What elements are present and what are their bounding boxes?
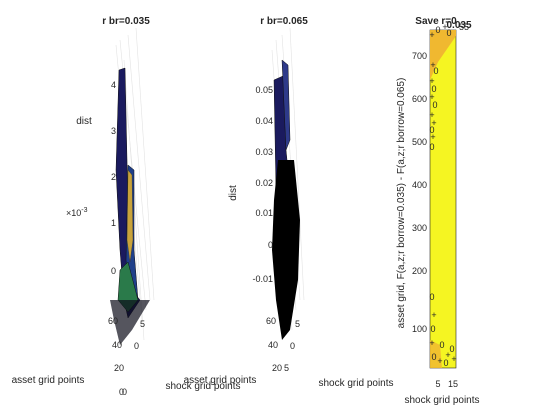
page-number: 55 — [459, 22, 469, 32]
panel-3-ylabel: asset grid, F(a,z;r borrow=0.035) - F(a,… — [396, 78, 407, 329]
panel-3-x-ticks: 5 15 — [435, 379, 458, 389]
p3-marker-zero: 0 — [433, 66, 438, 76]
panel-3-title-overlap: 0.035 — [446, 20, 471, 31]
p1-ztick-2: 2 — [111, 172, 116, 182]
p1-stick-0: 0 — [134, 341, 139, 351]
p2-stick-5: 5 — [295, 319, 300, 329]
p2-surface-blue2 — [281, 59, 291, 151]
p3-marker-plus: + — [445, 350, 450, 360]
p3-ytick-300: 300 — [412, 223, 427, 233]
p2-atick-40: 40 — [268, 340, 278, 350]
panel-1-title: r br=0.035 — [102, 16, 150, 27]
p2-ztick-neg0.01: -0.01 — [252, 274, 273, 284]
p2-surface-black — [272, 160, 300, 340]
p1-surface-base — [110, 300, 150, 345]
panel-2-shock-ticks: 5 0 5 — [284, 319, 300, 373]
panel-1-z-ticks: 4 3 2 1 0 — [111, 80, 116, 276]
panel-1-zlabel: dist — [76, 116, 92, 127]
panel-1-xlabel: asset grid points — [12, 375, 85, 386]
panel-2-asset-ticks: 60 40 20 — [266, 316, 282, 373]
p2-stick-0: 0 — [290, 341, 295, 351]
p3-marker-zero: 0 — [443, 358, 448, 368]
panel-1-z-exponent: ×10-3 — [66, 207, 88, 218]
p3-marker-plus: + — [431, 310, 436, 320]
p3-marker-zero: 0 — [435, 25, 440, 35]
panel-2-z-ticks: 0.05 0.04 0.03 0.02 0.01 0 -0.01 — [252, 85, 273, 284]
panel-2-zlabel: dist — [228, 185, 239, 201]
p3-marker-plus: + — [437, 356, 442, 366]
p1-surface-gold — [126, 169, 134, 263]
p3-marker-plus: + — [429, 110, 434, 120]
p3-marker-plus: + — [430, 60, 435, 70]
p3-marker-plus: + — [431, 118, 436, 128]
p3-marker-zero: 0 — [439, 340, 444, 350]
panel-1-asset-ticks: 60 40 20 0 — [108, 316, 124, 397]
p2-stick-5b: 5 — [284, 363, 289, 373]
p3-marker-zero: 0 — [431, 352, 436, 362]
panel-1-shock-ticks: 5 0 0 — [122, 319, 145, 397]
p2-atick-20: 20 — [272, 363, 282, 373]
p3-ytick-600: 600 — [412, 94, 427, 104]
p3-marker-zero: 0 — [449, 344, 454, 354]
p1-atick-60: 60 — [108, 316, 118, 326]
panel-2-ylabel: shock grid points — [318, 378, 393, 389]
p3-marker-plus: + — [429, 338, 434, 348]
panel-1: r br=0.035 dist ×10-3 4 3 2 1 0 60 40 20… — [12, 16, 241, 397]
p3-marker-zero: 0 — [431, 84, 436, 94]
p3-marker-plus: + — [429, 76, 434, 86]
panel-3-markers: +0 +0+0+0+0++0+00+0+ 0 0+0 +0 + — [429, 22, 456, 368]
panel-2-xlabel: asset grid points — [184, 375, 257, 386]
p3-marker-zero: 0 — [432, 100, 437, 110]
panel-2-title: r br=0.065 — [260, 16, 308, 27]
panel-3-title: Save r=0 — [415, 16, 457, 27]
p3-ytick-100: 100 — [412, 324, 427, 334]
p3-marker-zero: 0 — [429, 292, 434, 302]
p3-marker-plus: + — [442, 22, 447, 32]
p1-ztick-3: 3 — [111, 126, 116, 136]
panel-3-y-ticks: 700 600 500 400 300 200 100 — [412, 51, 427, 334]
p2-ztick-0.04: 0.04 — [255, 116, 273, 126]
panel-3-xlabel: shock grid points — [404, 395, 479, 406]
p3-marker-zero: 0 — [429, 142, 434, 152]
p2-ztick-0: 0 — [268, 240, 273, 250]
p3-xtick-5: 5 — [435, 379, 440, 389]
p1-ztick-0: 0 — [111, 266, 116, 276]
panel-3-heat-hot — [430, 30, 456, 80]
p2-atick-60: 60 — [266, 316, 276, 326]
p3-ytick-400: 400 — [412, 180, 427, 190]
p2-ztick-0.05: 0.05 — [255, 85, 273, 95]
panel-3-heat-base — [429, 29, 457, 369]
p3-marker-plus: + — [430, 132, 435, 142]
p3-ytick-500: 500 — [412, 137, 427, 147]
p3-xtick-15: 15 — [448, 379, 458, 389]
panel-2: r br=0.065 dist 0.05 0.04 0.03 0.02 0.01… — [184, 16, 394, 389]
panel-3-heat-hot-2 — [430, 340, 442, 368]
p3-marker-plus: + — [429, 30, 434, 40]
p3-marker-zero: 0 — [429, 125, 434, 135]
panel-1-surface — [110, 67, 150, 345]
p2-ztick-0.03: 0.03 — [255, 147, 273, 157]
panel-1-ylabel: shock grid points — [165, 381, 240, 392]
p3-marker-plus: + — [451, 354, 456, 364]
panel-2-surface — [272, 59, 300, 340]
p3-marker-zero: 0 — [446, 28, 451, 38]
p1-atick-0: 0 — [119, 387, 124, 397]
panel-3: +0 +0+0+0+0++0+00+0+ 0 0+0 +0 + 700 600 500 4… — [396, 16, 480, 406]
p3-marker-zero: 0 — [430, 324, 435, 334]
p1-stick-0b: 0 — [122, 387, 127, 397]
p2-ztick-0.01: 0.01 — [255, 208, 273, 218]
p3-marker-plus: + — [429, 92, 434, 102]
p1-atick-40: 40 — [112, 340, 122, 350]
p3-ytick-200: 200 — [412, 266, 427, 276]
p3-ytick-700: 700 — [412, 51, 427, 61]
p1-atick-20: 20 — [114, 363, 124, 373]
p2-ztick-0.02: 0.02 — [255, 178, 273, 188]
p1-ztick-1: 1 — [111, 218, 116, 228]
p1-ztick-4: 4 — [111, 80, 116, 90]
p1-stick-5: 5 — [140, 319, 145, 329]
